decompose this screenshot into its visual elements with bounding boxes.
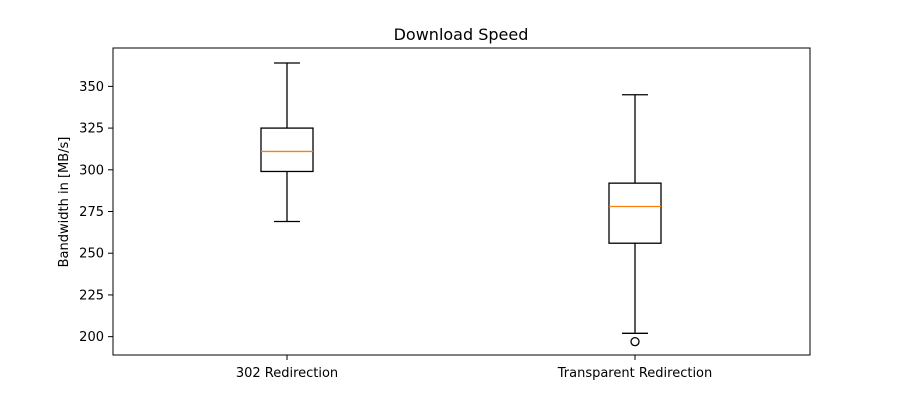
box-plot-group	[260, 62, 314, 223]
box-plot-group	[608, 94, 662, 347]
box-plots	[260, 62, 662, 347]
y-tick-label: 250	[79, 247, 104, 262]
y-tick-label: 325	[79, 122, 104, 137]
x-axis-ticks: 302 Redirection Transparent Redirection	[236, 355, 712, 381]
y-tick-label: 200	[79, 330, 104, 345]
y-axis-ticks: 200 225 250 275 300 325 350	[79, 80, 113, 345]
y-tick-label: 300	[79, 163, 104, 178]
y-axis-label: Bandwidth in [MB/s]	[57, 137, 72, 268]
iqr-box	[260, 127, 314, 173]
chart-title: Download Speed	[394, 25, 529, 44]
y-tick-label: 350	[79, 80, 104, 95]
outlier-point	[630, 337, 640, 347]
y-tick-label: 225	[79, 288, 104, 303]
plot-area-frame	[112, 47, 811, 356]
iqr-box	[608, 182, 662, 244]
x-tick-label: Transparent Redirection	[557, 366, 713, 381]
x-tick-label: 302 Redirection	[236, 366, 338, 381]
y-tick-label: 275	[79, 205, 104, 220]
